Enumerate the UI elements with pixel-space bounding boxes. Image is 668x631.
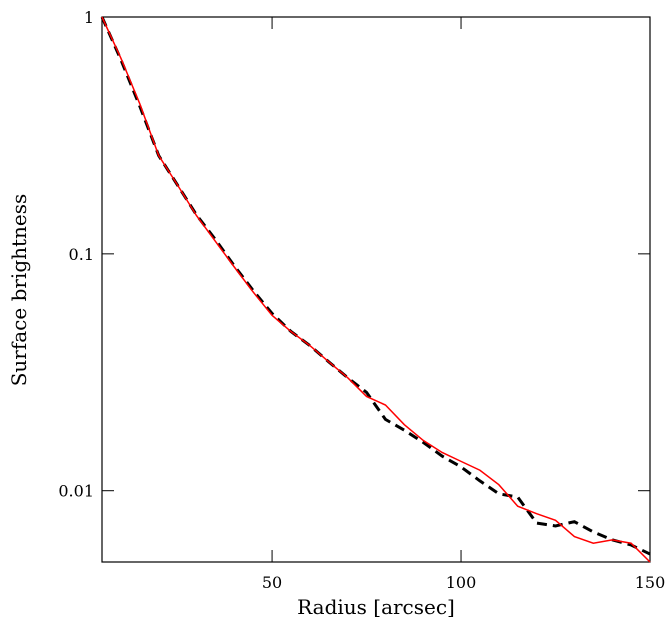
y-tick-label: 0.01 bbox=[58, 482, 94, 501]
x-tick-label: 100 bbox=[446, 573, 477, 592]
series-line bbox=[100, 16, 651, 556]
y-tick-label: 0.1 bbox=[69, 245, 94, 264]
plot-frame bbox=[101, 16, 651, 563]
y-axis-label: Surface brightness bbox=[7, 194, 31, 387]
series-line bbox=[101, 16, 651, 563]
y-tick-label: 1 bbox=[84, 8, 94, 27]
x-tick-label: 50 bbox=[262, 573, 282, 592]
x-tick-label: 150 bbox=[635, 573, 666, 592]
x-axis-label: Radius [arcsec] bbox=[297, 595, 455, 619]
